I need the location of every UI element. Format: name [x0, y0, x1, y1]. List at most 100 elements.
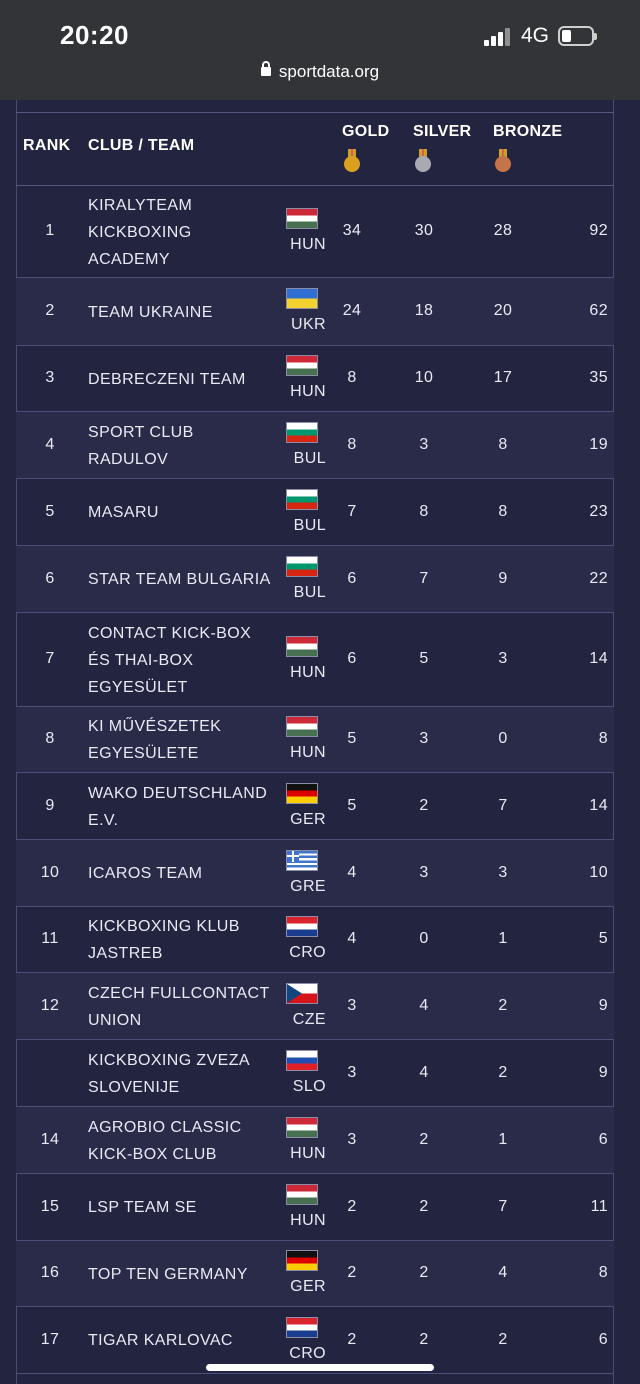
table-row[interactable]: 6 STAR TEAM BULGARIA BUL 6 7 9 22	[16, 546, 614, 613]
gold-count: 5	[347, 796, 357, 814]
bronze-count: 1	[498, 1130, 508, 1148]
address-bar[interactable]: sportdata.org	[0, 61, 640, 82]
rank-cell: 3	[45, 369, 55, 386]
table-row[interactable]: 2 TEAM UKRAINE UKR 24 18 20 62	[16, 278, 614, 346]
cro-flag-icon	[286, 1316, 318, 1338]
hun-flag-icon	[286, 636, 318, 657]
silver-count: 8	[419, 502, 429, 520]
total-count: 19	[589, 435, 608, 453]
club-name-line: EGYESÜLET	[88, 678, 188, 696]
table-row[interactable]: 1 KIRALYTEAM KICKBOXING ACADEMY HUN 34 30 28 92	[16, 186, 614, 278]
cro-flag-icon	[286, 916, 318, 937]
club-name-line: RADULOV	[88, 450, 169, 468]
table-row[interactable]: 10 ICAROS TEAM GRE 4 3 3 10	[16, 840, 614, 907]
rank-cell: 12	[40, 996, 60, 1014]
gold-count: 2	[347, 1330, 357, 1348]
total-count: 6	[598, 1130, 608, 1148]
lock-icon	[260, 61, 271, 76]
club-name-line: WAKO DEUTSCHLAND	[88, 784, 268, 802]
club-name[interactable]: ICAROS TEAM	[88, 860, 278, 887]
club-name[interactable]: KICKBOXING KLUB JASTREB	[88, 913, 278, 967]
club-name[interactable]: TIGAR KARLOVAC	[88, 1327, 278, 1354]
total-count: 6	[598, 1330, 608, 1348]
hun-flag-icon	[286, 208, 318, 229]
club-name-line: KICKBOXING ZVEZA	[88, 1051, 250, 1069]
silver-count: 3	[419, 863, 429, 881]
cze-flag-icon	[286, 982, 318, 1004]
table-row[interactable]: 8 KI MŰVÉSZETEK EGYESÜLETE HUN 5 3 0 8	[16, 707, 614, 773]
bronze-count: 7	[498, 1197, 508, 1215]
hun-flag-icon	[286, 716, 318, 737]
silver-count: 0	[419, 930, 429, 947]
gold-count: 6	[347, 650, 357, 667]
silver-count: 2	[419, 1130, 429, 1148]
rank-cell: 14	[40, 1130, 60, 1148]
club-name[interactable]: TOP TEN GERMANY	[88, 1261, 278, 1288]
country-code: GRE	[290, 877, 326, 895]
club-name[interactable]: CONTACT KICK-BOX ÉS THAI-BOX EGYESÜLET	[88, 620, 278, 701]
home-indicator[interactable]	[206, 1364, 434, 1371]
club-name[interactable]: WAKO DEUTSCHLAND E.V.	[88, 780, 278, 834]
bronze-count: 28	[493, 222, 513, 239]
table-row[interactable]: 9 WAKO DEUTSCHLAND E.V. GER 5 2 7 14	[16, 773, 614, 840]
country-code: UKR	[291, 316, 326, 333]
table-row[interactable]: 16 TOP TEN GERMANY GER 2 2 4 8	[16, 1241, 614, 1307]
country-code: BUL	[293, 583, 326, 601]
club-name-line: EGYESÜLETE	[88, 745, 199, 762]
bul-flag-icon	[286, 488, 318, 510]
country-code: HUN	[290, 1144, 326, 1162]
total-count: 5	[598, 930, 608, 947]
rank-cell: 4	[45, 435, 55, 453]
gold-count: 3	[347, 1130, 357, 1148]
club-name-line: KIRALYTEAM	[88, 196, 193, 214]
header-rank: RANK	[23, 137, 71, 154]
club-name[interactable]: DEBRECZENI TEAM	[88, 366, 278, 393]
silver-count: 4	[419, 1063, 429, 1081]
total-count: 14	[589, 650, 608, 667]
table-row[interactable]: 14 AGROBIO CLASSIC KICK-BOX CLUB HUN 3 2 1 6	[16, 1107, 614, 1174]
bronze-count: 3	[498, 650, 508, 667]
clock: 20:20	[60, 20, 129, 50]
club-name-line: E.V.	[88, 811, 119, 829]
table-row[interactable]: 7 CONTACT KICK-BOX ÉS THAI-BOX EGYESÜLET HUN…	[16, 613, 614, 707]
bronze-count: 2	[498, 996, 508, 1014]
club-name[interactable]: KIRALYTEAM KICKBOXING ACADEMY	[88, 192, 278, 273]
club-name[interactable]: SPORT CLUB RADULOV	[88, 419, 278, 473]
country-code: BUL	[293, 449, 326, 467]
country-code: SLO	[292, 1077, 326, 1095]
total-count: 14	[589, 796, 608, 814]
silver-count: 30	[414, 222, 434, 239]
club-name[interactable]: AGROBIO CLASSIC KICK-BOX CLUB	[88, 1114, 278, 1168]
club-name[interactable]: CZECH FULLCONTACT UNION	[88, 980, 278, 1034]
ger-flag-icon	[286, 782, 318, 804]
silver-count: 7	[419, 569, 429, 587]
total-count: 9	[598, 996, 608, 1014]
table-row[interactable]: 11 KICKBOXING KLUB JASTREB CRO 4 0 1 5	[16, 907, 614, 973]
club-name[interactable]: STAR TEAM BULGARIA	[88, 566, 278, 593]
ger-flag-icon	[286, 1250, 318, 1271]
table-row[interactable]: 5 MASARU BUL 7 8 8 23	[16, 479, 614, 546]
table-row[interactable]: 3 DEBRECZENI TEAM HUN 8 10 17 35	[16, 346, 614, 412]
total-count: 8	[598, 730, 608, 747]
table-row[interactable]: KICKBOXING ZVEZA SLOVENIJE SLO 3 4 2 9	[16, 1040, 614, 1107]
table-row[interactable]: 17 TIGAR KARLOVAC CRO 2 2 2 6	[16, 1307, 614, 1374]
country-code: HUN	[290, 383, 326, 400]
rank-cell: 16	[40, 1264, 60, 1281]
hun-flag-icon	[286, 1116, 318, 1138]
club-name[interactable]: LSP TEAM SE	[88, 1194, 278, 1221]
silver-count: 18	[414, 302, 434, 319]
club-name[interactable]: MASARU	[88, 499, 278, 526]
table-row[interactable]: 4 SPORT CLUB RADULOV BUL 8 3 8 19	[16, 412, 614, 479]
url-text: sportdata.org	[278, 62, 380, 81]
silver-count: 2	[419, 1330, 429, 1348]
club-name-line: LSP TEAM SE	[88, 1199, 197, 1216]
country-code: CRO	[289, 944, 326, 961]
table-row[interactable]: 15 LSP TEAM SE HUN 2 2 7 11	[16, 1174, 614, 1241]
club-name[interactable]: KICKBOXING ZVEZA SLOVENIJE	[88, 1047, 278, 1101]
table-row[interactable]: 12 CZECH FULLCONTACT UNION CZE 3 4 2 9	[16, 973, 614, 1040]
bul-flag-icon	[286, 555, 318, 577]
club-name[interactable]: TEAM UKRAINE	[88, 299, 278, 326]
total-count: 22	[589, 569, 608, 587]
header-silver: SILVER	[413, 123, 472, 140]
club-name[interactable]: KI MŰVÉSZETEK EGYESÜLETE	[88, 713, 278, 767]
